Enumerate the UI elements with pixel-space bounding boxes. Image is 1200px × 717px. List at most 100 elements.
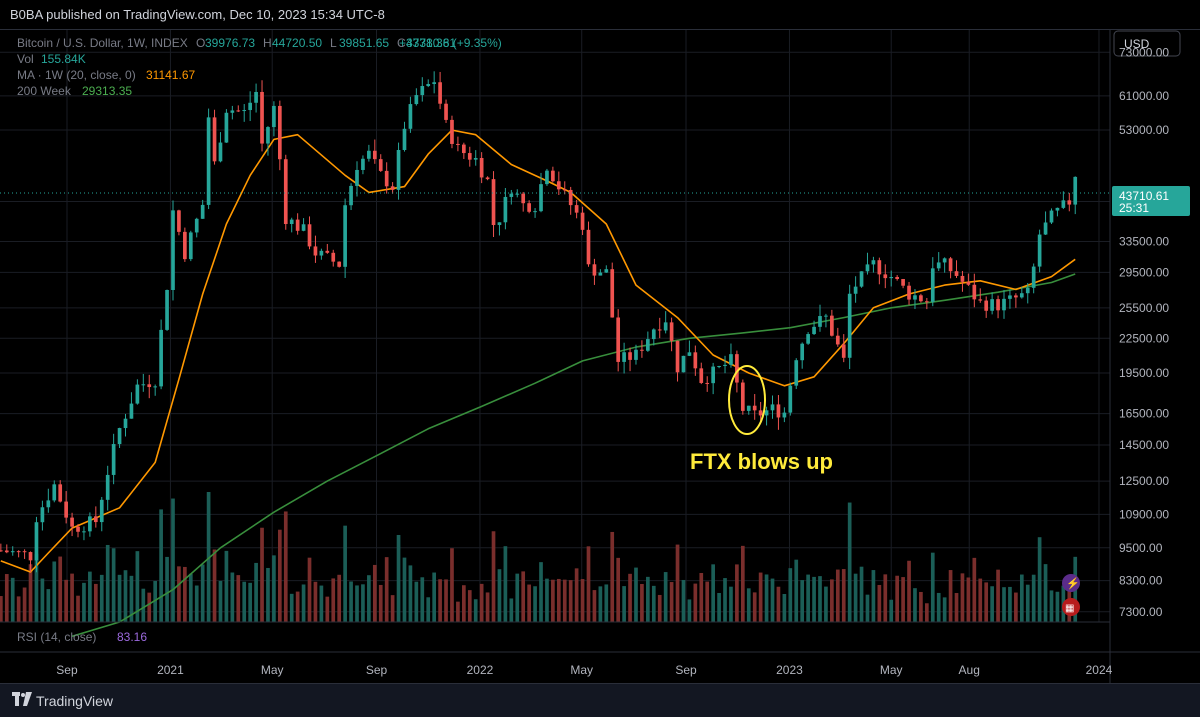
- candle-body: [622, 352, 626, 362]
- volume-bar: [830, 579, 834, 622]
- candle-body: [551, 170, 555, 182]
- flag-icon[interactable]: [1062, 598, 1080, 616]
- tradingview-logo-icon[interactable]: [12, 692, 32, 706]
- candle-body: [313, 246, 318, 256]
- candle-body: [800, 343, 805, 361]
- volume-bar: [681, 579, 686, 622]
- candle-body: [414, 95, 419, 105]
- time-tick-label: Sep: [675, 663, 697, 677]
- volume-bar: [883, 574, 888, 622]
- volume-bar: [604, 584, 609, 622]
- time-tick-label: Sep: [366, 663, 388, 677]
- volume-bar: [46, 589, 51, 622]
- volume-bar: [147, 592, 152, 622]
- legend-h-key: H: [263, 36, 272, 50]
- volume-bar: [859, 566, 864, 622]
- legend-c-key: C: [397, 36, 406, 50]
- volume-bar: [272, 555, 276, 622]
- candle-body: [99, 499, 104, 523]
- candle-body: [444, 103, 448, 120]
- volume-bar: [188, 573, 193, 622]
- candle-body: [1037, 234, 1042, 267]
- volume-bar: [913, 588, 917, 622]
- legend-vol-value: 155.84K: [41, 52, 86, 66]
- volume-bar: [729, 586, 733, 622]
- footer-brand[interactable]: TradingView: [36, 693, 114, 709]
- volume-bar: [141, 588, 146, 622]
- candle-body: [990, 299, 994, 311]
- volume-bar: [723, 578, 727, 622]
- volume-bar: [634, 567, 638, 622]
- candle-body: [307, 224, 312, 247]
- alert-icon[interactable]: [1062, 574, 1080, 592]
- candle-body: [22, 551, 27, 553]
- candle-body: [390, 186, 395, 190]
- volume-bar: [34, 553, 39, 622]
- volume-bar: [574, 568, 579, 622]
- candle-body: [473, 157, 478, 160]
- volume-bar: [491, 531, 496, 622]
- candle-body: [853, 286, 858, 294]
- volume-bar: [277, 529, 282, 622]
- volume-bar: [806, 574, 810, 622]
- rsi-value: 83.16: [117, 630, 147, 644]
- candle-body: [331, 252, 336, 262]
- volume-bar: [841, 569, 846, 622]
- candle-body: [218, 142, 223, 162]
- candle-body: [206, 117, 211, 205]
- currency-button[interactable]: [1113, 30, 1181, 57]
- price-tag: [1112, 186, 1190, 216]
- volume-bar: [355, 585, 359, 622]
- volume-bar: [847, 502, 852, 622]
- candle-body: [610, 269, 615, 318]
- volume-bar: [28, 564, 33, 622]
- candle-body: [40, 507, 45, 523]
- volume-bar: [895, 575, 899, 622]
- candle-body: [1019, 293, 1024, 298]
- volume-bar: [616, 557, 621, 622]
- candle-body: [533, 211, 537, 213]
- candle-body: [640, 349, 644, 351]
- candle-body: [479, 157, 484, 178]
- volume-bar: [515, 573, 520, 622]
- candle-body: [426, 84, 431, 87]
- volume-bar: [717, 592, 721, 622]
- candle-body: [806, 334, 810, 344]
- volume-bar: [462, 585, 466, 622]
- candle-body: [159, 329, 163, 387]
- grid: [0, 30, 1110, 622]
- candle-body: [580, 212, 585, 230]
- candle-body: [277, 105, 282, 160]
- candle-body: [46, 500, 51, 508]
- candle-body: [408, 104, 413, 129]
- volume-bar: [444, 579, 448, 622]
- volume-bar: [206, 492, 211, 622]
- volume-bar: [640, 583, 644, 622]
- candle-body: [948, 258, 953, 272]
- volume-bar: [663, 572, 668, 622]
- candle-body: [604, 269, 609, 273]
- volume-bar: [758, 572, 763, 622]
- legend-l-key: L: [330, 36, 337, 50]
- candle-body: [776, 404, 781, 418]
- candle-body: [628, 352, 632, 360]
- candle-body: [467, 153, 472, 160]
- volume-bar: [1031, 574, 1036, 622]
- volume-bar: [580, 579, 585, 622]
- candle-body: [663, 322, 668, 331]
- candle-body: [758, 410, 763, 416]
- candle-body: [295, 219, 300, 231]
- candle-body: [450, 119, 454, 144]
- volume-bar: [289, 593, 294, 622]
- candle-body: [10, 551, 15, 553]
- legend-ohlc: O 39976.73 H 44720.50 L 39851.65 C 43710.61: [196, 36, 456, 50]
- volume-bar: [711, 564, 715, 622]
- candle-body: [889, 277, 894, 279]
- publish-bar: B0BA published on TradingView.com, Dec 1…: [0, 0, 1200, 30]
- volume-bar: [212, 549, 217, 622]
- volume-bar: [4, 574, 9, 622]
- volume-bar: [123, 570, 128, 622]
- candle-body: [930, 268, 935, 302]
- volume-bar: [236, 575, 241, 622]
- price-chart[interactable]: Bitcoin / U.S. Dollar, 1W, INDEX O 39976.…: [0, 30, 1200, 683]
